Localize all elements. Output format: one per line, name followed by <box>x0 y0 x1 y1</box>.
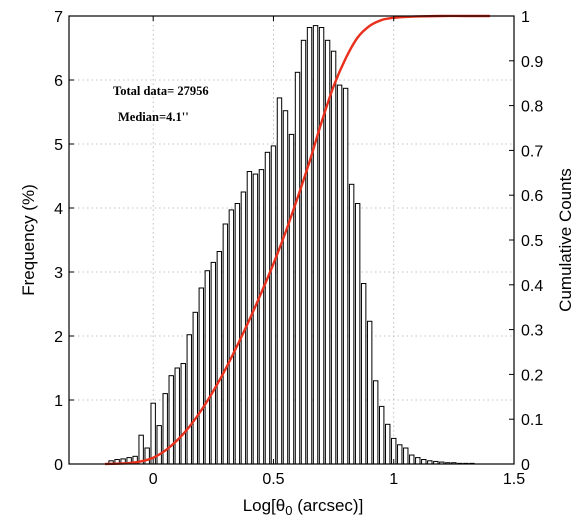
axis-ticks <box>69 15 515 465</box>
histogram-bar <box>174 367 180 465</box>
histogram-bar <box>168 375 174 465</box>
histogram-bar <box>294 71 301 465</box>
histogram-bar <box>198 287 205 465</box>
histogram-bar <box>180 363 186 465</box>
histogram-bar <box>403 447 409 465</box>
y-left-tick-label: 6 <box>54 73 63 90</box>
histogram-bar <box>138 434 144 465</box>
histogram-bar <box>330 50 337 465</box>
histogram-bar <box>318 27 325 465</box>
histogram-bar <box>306 27 313 465</box>
histogram-bar <box>228 209 235 465</box>
x-axis-label: Log[θ0 (arcsec)] <box>243 496 364 516</box>
y-left-tick-label: 3 <box>54 265 63 282</box>
y-left-tick-label: 2 <box>54 329 63 346</box>
histogram-bar <box>415 457 421 465</box>
histogram-bar <box>186 334 192 465</box>
y-left-tick-label: 4 <box>54 201 63 218</box>
y-right-tick-label: 0.6 <box>521 188 543 205</box>
y-right-tick-label: 0.2 <box>521 367 543 384</box>
annotation-median: Median=4.1'' <box>118 110 189 124</box>
y-left-tick-labels: 0 1 2 3 4 5 6 7 <box>54 9 63 474</box>
histogram-bar <box>258 169 265 465</box>
histogram-bar <box>397 444 403 465</box>
histogram-bar <box>144 447 150 465</box>
y-right-tick-label: 0.4 <box>521 278 543 295</box>
histogram-bar <box>276 97 283 465</box>
histogram-bar <box>222 223 229 465</box>
histogram-bar <box>300 39 307 465</box>
y-left-tick-label: 7 <box>54 9 63 26</box>
y-right-tick-label: 0.3 <box>521 323 543 340</box>
y-left-tick-label: 0 <box>54 457 63 474</box>
y-right-tick-label: 0.7 <box>521 143 543 160</box>
cumulative-counts-line <box>105 14 490 466</box>
histogram-bar <box>378 405 385 465</box>
histogram-bar <box>354 203 361 465</box>
x-tick-label: 1 <box>389 471 398 488</box>
y-right-axis-label: Cumulative Counts <box>556 168 575 312</box>
x-tick-label: 0.5 <box>262 471 284 488</box>
histogram-bar <box>312 25 319 465</box>
y-left-tick-label: 5 <box>54 137 63 154</box>
histogram-bar <box>210 261 217 465</box>
y-right-tick-label: 0.9 <box>521 54 543 71</box>
histogram-bar <box>385 423 391 465</box>
histogram-bar <box>234 203 241 465</box>
histogram-bar <box>372 380 379 465</box>
y-left-axis-label: Frequency (%) <box>19 184 38 295</box>
histogram-bars <box>108 25 475 465</box>
histogram-bar <box>270 145 277 465</box>
histogram-bar <box>366 320 373 465</box>
histogram-bar <box>204 270 211 465</box>
x-tick-label: 0 <box>149 471 158 488</box>
y-right-tick-label: 0 <box>521 457 530 474</box>
histogram-bar <box>409 454 415 465</box>
y-right-tick-label: 0.5 <box>521 233 543 250</box>
histogram-bar <box>282 110 289 465</box>
histogram-bar <box>162 393 168 465</box>
histogram-bar <box>264 151 271 465</box>
histogram-bar <box>252 173 259 465</box>
y-right-tick-label: 0.8 <box>521 99 543 116</box>
x-tick-label: 1.5 <box>503 471 525 488</box>
cumulative-curve <box>105 14 490 466</box>
histogram-bar <box>360 283 367 465</box>
y-right-tick-label: 0.1 <box>521 412 543 429</box>
y-left-tick-label: 1 <box>54 393 63 410</box>
histogram-bar <box>342 87 349 465</box>
y-right-tick-label: 1 <box>521 9 530 26</box>
histogram-bar <box>288 133 295 465</box>
histogram-bar <box>156 425 162 465</box>
histogram-bar <box>216 251 223 465</box>
annotation-total-data: Total data= 27956 <box>113 84 209 98</box>
histogram-bar <box>421 459 427 465</box>
x-tick-labels: 0 0.5 1 1.5 <box>149 471 525 488</box>
y-right-tick-labels: 0 0.1 0.2 0.3 0.4 0.5 0.6 0.7 0.8 0.9 1 <box>521 9 543 474</box>
histogram-bar <box>336 84 343 465</box>
histogram-bar <box>150 402 156 465</box>
histogram-bar <box>348 183 355 465</box>
histogram-bar <box>192 311 198 465</box>
